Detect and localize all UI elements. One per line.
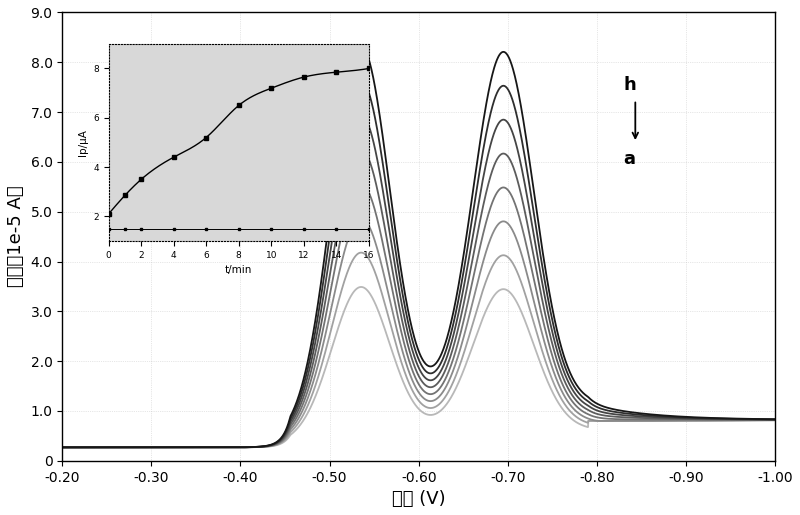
Text: h: h	[624, 76, 637, 94]
Y-axis label: 电流（1e-5 A）: 电流（1e-5 A）	[7, 186, 25, 287]
Text: a: a	[624, 150, 636, 168]
X-axis label: 电势 (V): 电势 (V)	[392, 490, 446, 508]
